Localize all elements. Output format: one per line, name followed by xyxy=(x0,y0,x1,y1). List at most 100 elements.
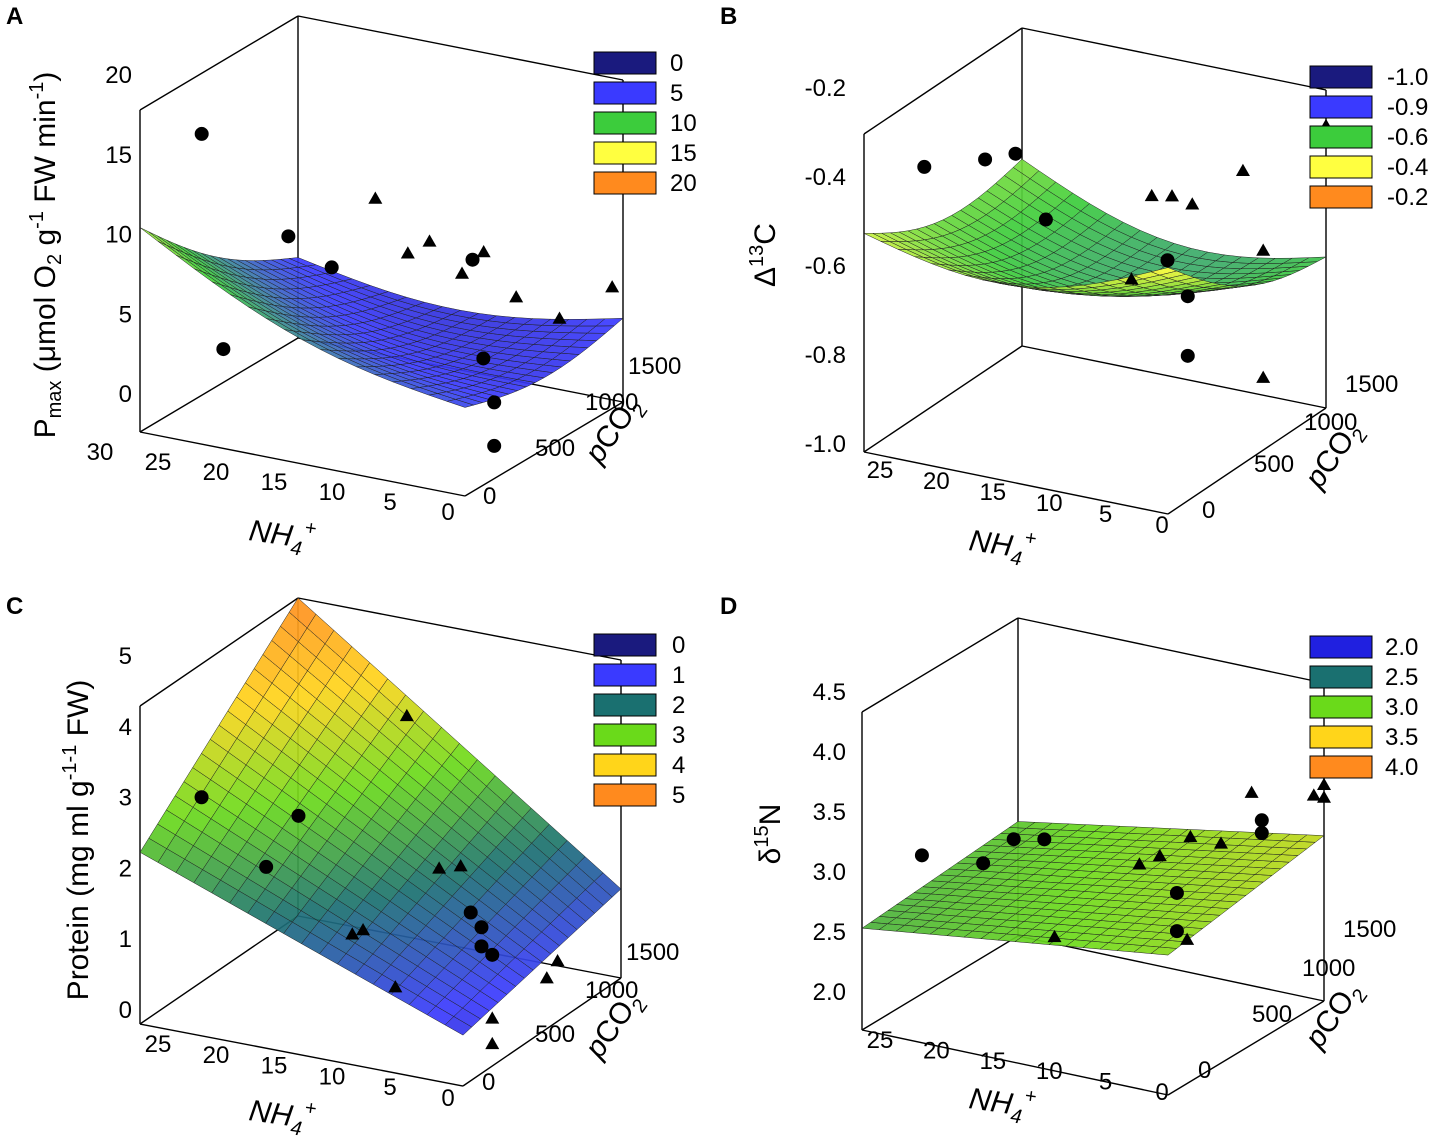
data-point-circle xyxy=(914,848,929,863)
data-point-triangle xyxy=(476,245,491,258)
x-tick-label: 20 xyxy=(203,1042,230,1069)
data-point-triangle xyxy=(1306,788,1321,801)
data-point-circle xyxy=(1008,146,1023,161)
z-tick-label: 4.5 xyxy=(813,679,846,706)
data-point-triangle xyxy=(1214,836,1228,849)
data-point-circle xyxy=(1254,826,1269,841)
z-tick-label: -0.8 xyxy=(805,342,846,369)
data-point-triangle xyxy=(509,290,524,303)
x-tick-label: 5 xyxy=(383,489,396,516)
y-tick-label: 0 xyxy=(1202,497,1215,524)
data-point-circle xyxy=(1160,253,1175,268)
axis-frame-edge xyxy=(297,597,622,661)
data-point-circle xyxy=(487,438,502,453)
legend-swatch xyxy=(1309,725,1373,749)
legend-label: -0.2 xyxy=(1387,184,1428,211)
legend-label: -1.0 xyxy=(1387,64,1428,91)
response-surface xyxy=(863,158,1327,297)
x-tick-label: 30 xyxy=(87,439,114,466)
axis-frame-edge xyxy=(464,401,624,497)
data-point-triangle xyxy=(1244,785,1259,798)
x-tick-label: 5 xyxy=(383,1074,396,1101)
x-tick-label: 15 xyxy=(261,469,288,496)
data-point-triangle xyxy=(432,861,447,874)
legend-swatch xyxy=(593,81,657,105)
axis-frame-edge xyxy=(139,915,299,1025)
legend-label: 0 xyxy=(672,632,685,659)
data-point-circle xyxy=(917,159,932,174)
z-tick-label: 20 xyxy=(105,62,132,89)
x-tick-label: 0 xyxy=(441,1085,454,1112)
legend-swatch xyxy=(593,723,657,747)
data-point-circle xyxy=(978,152,993,167)
x-tick-label: 25 xyxy=(867,457,894,484)
data-point-triangle xyxy=(605,280,620,293)
data-point-circle xyxy=(1169,924,1184,939)
axis-frame-edge xyxy=(1167,407,1327,515)
surface-cell xyxy=(1297,834,1325,843)
response-surface xyxy=(139,597,622,1036)
z-axis-title: Protein (mg ml g-1-1 FW) xyxy=(59,680,95,1001)
legend-label: 3.5 xyxy=(1385,724,1418,751)
y-tick-label: 0 xyxy=(482,1069,495,1096)
legend-swatch xyxy=(593,141,657,165)
data-point-triangle xyxy=(1317,777,1331,791)
y-tick-label: 1500 xyxy=(1345,371,1398,398)
x-tick-label: 25 xyxy=(867,1027,894,1054)
legend-label: 1 xyxy=(672,662,685,689)
axis-frame-edge xyxy=(297,15,624,81)
data-point-triangle xyxy=(1132,857,1147,870)
data-point-circle xyxy=(463,905,478,920)
x-tick-label: 25 xyxy=(145,449,172,476)
data-point-circle xyxy=(324,260,339,275)
legend-label: 2.0 xyxy=(1385,634,1418,661)
data-point-triangle xyxy=(1047,929,1062,943)
x-axis-title: NH4+ xyxy=(966,519,1038,572)
z-tick-label: 2 xyxy=(119,855,132,882)
legend-label: 5 xyxy=(672,782,685,809)
data-point-triangle xyxy=(552,311,567,324)
data-point-circle xyxy=(465,252,480,267)
panel-d: D25 20 15 10 5 00500100015002.02.53.03.54.04.… xyxy=(720,593,1418,1128)
data-point-triangle xyxy=(539,971,554,984)
axis-frame-edge xyxy=(1017,935,1325,1002)
surface-cell xyxy=(139,227,167,246)
y-tick-label: 0 xyxy=(1198,1057,1211,1084)
z-axis-title: Pmax (μmol O2 g-1 FW min-1) xyxy=(26,72,66,439)
axis-frame-edge xyxy=(863,345,1023,453)
data-point-triangle xyxy=(455,266,469,279)
legend-label: -0.4 xyxy=(1387,154,1428,181)
y-tick-label: 1000 xyxy=(585,389,638,416)
data-point-triangle xyxy=(1256,370,1271,383)
legend-label: 5 xyxy=(670,80,683,107)
legend-swatch xyxy=(593,693,657,717)
data-point-circle xyxy=(976,856,991,871)
legend-label: 10 xyxy=(670,110,697,137)
legend-label: -0.9 xyxy=(1387,94,1428,121)
y-axis-title: pCO2 xyxy=(1298,975,1372,1058)
axis-frame-edge xyxy=(139,337,299,433)
x-tick-label: 20 xyxy=(923,468,950,495)
data-point-circle xyxy=(474,939,489,954)
x-tick-label: 0 xyxy=(441,499,454,526)
z-tick-label: -0.4 xyxy=(805,164,846,191)
y-tick-label: 500 xyxy=(535,1021,575,1048)
axis-frame-edge xyxy=(863,27,1023,135)
data-point-circle xyxy=(194,790,209,805)
legend-label: 3.0 xyxy=(1385,694,1418,721)
data-point-triangle xyxy=(1165,189,1179,202)
z-tick-label: 3.0 xyxy=(813,859,846,886)
axis-frame-edge xyxy=(861,1029,1169,1096)
panel-letter: B xyxy=(720,3,737,30)
response-surface xyxy=(139,227,624,408)
data-point-triangle xyxy=(1180,932,1195,945)
axis-frame-edge xyxy=(139,1023,464,1087)
data-point-triangle xyxy=(1183,829,1198,843)
legend-label: 4.0 xyxy=(1385,754,1418,781)
data-point-triangle xyxy=(453,859,468,872)
legend-swatch xyxy=(593,753,657,777)
y-tick-label: 500 xyxy=(1254,451,1294,478)
x-tick-label: 10 xyxy=(319,479,346,506)
data-point-circle xyxy=(281,229,296,244)
